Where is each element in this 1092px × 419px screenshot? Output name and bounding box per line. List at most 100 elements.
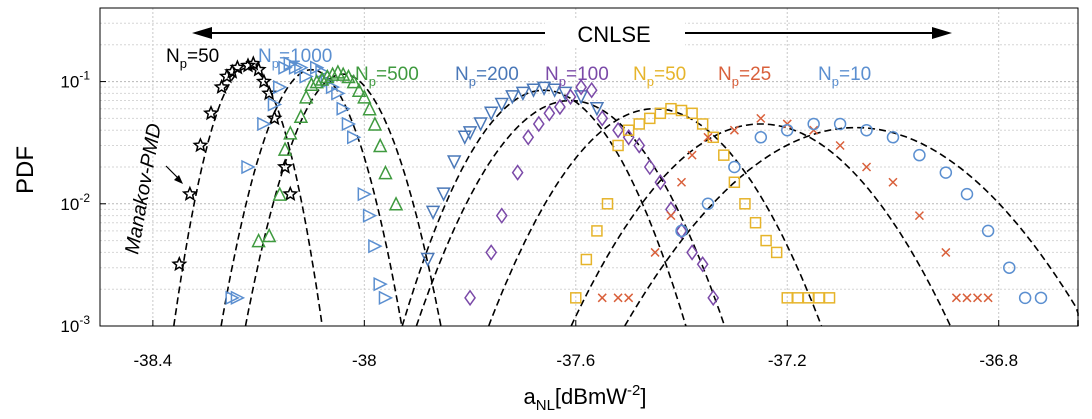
series-labels: Np=50 Np=1000 Np=500 Np=200 Np=100 Np=50… bbox=[166, 46, 871, 89]
data-point-series-6 bbox=[835, 140, 845, 151]
data-point-series-5 bbox=[591, 225, 603, 237]
data-point-series-1 bbox=[257, 116, 272, 132]
data-point-series-2 bbox=[325, 66, 340, 81]
x-tick-label: -37.2 bbox=[768, 351, 807, 370]
data-point-series-5 bbox=[770, 246, 783, 259]
data-point-series-3 bbox=[436, 187, 451, 202]
fit-curve-series-2 bbox=[244, 73, 442, 327]
data-point-series-4 bbox=[511, 164, 524, 181]
data-point-series-6 bbox=[687, 150, 697, 160]
data-point-series-6 bbox=[597, 293, 607, 303]
data-point-series-2 bbox=[283, 125, 298, 140]
data-point-series-2 bbox=[346, 73, 361, 89]
data-point-series-6 bbox=[962, 293, 972, 303]
data-point-series-6 bbox=[888, 177, 898, 187]
data-point-series-5 bbox=[728, 176, 741, 189]
data-point-series-2 bbox=[388, 196, 404, 211]
fit-curve-series-3 bbox=[401, 89, 687, 327]
data-point-series-7 bbox=[860, 123, 873, 137]
data-point-series-1 bbox=[336, 101, 351, 116]
plot-frame bbox=[99, 7, 1079, 327]
fit-curve-series-7 bbox=[624, 126, 1079, 327]
data-point-series-2 bbox=[298, 89, 314, 104]
y-axis-label: PDF bbox=[12, 146, 39, 194]
data-point-series-1 bbox=[357, 186, 373, 202]
series-label-np500: Np=500 bbox=[355, 64, 419, 89]
data-point-series-7 bbox=[913, 148, 926, 162]
fit-curve-series-1 bbox=[220, 68, 403, 327]
x-tick-label: -36.8 bbox=[979, 351, 1018, 370]
data-point-series-6 bbox=[951, 293, 961, 303]
data-point-series-1 bbox=[373, 276, 388, 292]
data-point-series-1 bbox=[315, 64, 330, 80]
data-point-series-6 bbox=[809, 125, 819, 135]
data-point-series-5 bbox=[760, 234, 772, 247]
series-label-np100: Np=100 bbox=[545, 64, 609, 89]
data-point-series-3 bbox=[547, 83, 562, 98]
data-point-series-7 bbox=[1018, 291, 1032, 305]
data-point-series-5 bbox=[612, 139, 624, 152]
data-point-series-7 bbox=[728, 160, 741, 174]
y-tick-label: 10-2 bbox=[60, 191, 90, 214]
series-label-manakov-np50: Np=50 bbox=[166, 46, 219, 71]
cnlse-arrow: CNLSE bbox=[192, 18, 952, 48]
y-tick-label: 10-3 bbox=[60, 313, 90, 336]
data-point-series-0 bbox=[255, 73, 272, 89]
data-point-series-2 bbox=[351, 82, 367, 97]
data-point-series-2 bbox=[341, 68, 356, 84]
data-point-series-7 bbox=[701, 197, 715, 211]
data-point-series-3 bbox=[505, 90, 520, 105]
fit-curve-series-6 bbox=[570, 123, 952, 327]
data-point-series-3 bbox=[526, 83, 541, 98]
data-point-series-2 bbox=[304, 76, 319, 92]
data-point-series-6 bbox=[703, 132, 713, 142]
data-point-series-6 bbox=[613, 293, 623, 303]
data-point-series-0 bbox=[276, 158, 294, 174]
data-point-series-1 bbox=[368, 238, 383, 254]
data-point-series-6 bbox=[756, 113, 766, 123]
data-point-series-1 bbox=[299, 69, 314, 84]
data-point-series-4 bbox=[522, 129, 535, 146]
data-point-series-5 bbox=[823, 292, 836, 304]
data-point-series-4 bbox=[464, 289, 476, 307]
data-point-series-5 bbox=[570, 292, 582, 304]
data-markers bbox=[171, 55, 1048, 307]
data-point-series-4 bbox=[612, 121, 624, 139]
data-point-series-5 bbox=[718, 149, 730, 161]
data-point-series-4 bbox=[696, 255, 709, 273]
data-point-series-1 bbox=[267, 97, 283, 112]
data-point-series-7 bbox=[939, 166, 953, 179]
data-point-series-0 bbox=[224, 63, 241, 79]
data-point-series-4 bbox=[495, 207, 508, 224]
data-point-series-1 bbox=[272, 79, 288, 95]
data-point-series-2 bbox=[372, 137, 388, 153]
data-point-series-0 bbox=[181, 185, 198, 202]
data-point-series-3 bbox=[457, 130, 472, 145]
data-point-series-1 bbox=[331, 86, 346, 101]
data-point-series-5 bbox=[580, 253, 593, 266]
data-point-series-1 bbox=[378, 290, 394, 306]
data-point-series-1 bbox=[341, 116, 357, 132]
data-point-series-6 bbox=[676, 177, 687, 187]
data-point-series-4 bbox=[554, 98, 566, 116]
data-point-series-2 bbox=[293, 108, 309, 124]
data-point-series-0 bbox=[171, 255, 188, 272]
data-point-series-0 bbox=[229, 59, 246, 75]
fit-curve-series-0 bbox=[173, 66, 323, 327]
data-point-series-7 bbox=[780, 123, 794, 137]
x-axis-label: aNL[dBmW-2] bbox=[523, 382, 646, 414]
data-point-series-3 bbox=[573, 90, 589, 105]
data-point-series-6 bbox=[666, 211, 676, 221]
data-point-series-7 bbox=[754, 131, 768, 144]
data-point-series-4 bbox=[532, 115, 545, 133]
data-point-series-4 bbox=[633, 137, 646, 154]
data-point-series-7 bbox=[960, 187, 974, 201]
data-point-series-2 bbox=[277, 141, 293, 156]
data-point-series-6 bbox=[782, 119, 792, 129]
data-point-series-1 bbox=[230, 290, 246, 306]
data-point-series-6 bbox=[624, 293, 634, 303]
x-tick-label: -38 bbox=[352, 351, 377, 370]
data-point-series-5 bbox=[739, 198, 751, 210]
